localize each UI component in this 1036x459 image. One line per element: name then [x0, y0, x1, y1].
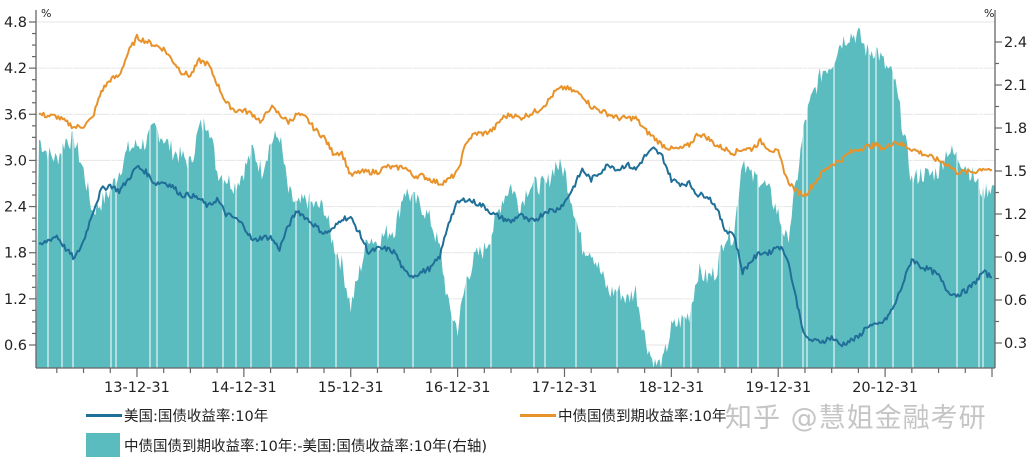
- left-axis-tick-label: 4.8: [4, 15, 27, 31]
- legend-label-us: 美国:国债收益率:10年: [124, 409, 269, 425]
- left-axis-tick-label: 3.6: [4, 107, 27, 123]
- x-axis-tick-label: 19-12-31: [745, 380, 811, 395]
- watermark: 知乎 @慧姐金融考研: [725, 403, 987, 434]
- x-axis-tick-label: 14-12-31: [211, 380, 277, 395]
- right-axis-tick-label: 2.4: [1004, 35, 1027, 51]
- left-axis-tick-label: 3.0: [4, 153, 27, 169]
- right-axis-tick-label: 0.9: [1004, 250, 1027, 266]
- right-axis-tick-label: 0.6: [1004, 293, 1027, 309]
- right-axis-tick-label: 2.1: [1004, 78, 1027, 94]
- legend-line-swatch-cn: [520, 414, 556, 417]
- x-axis-tick-label: 20-12-31: [852, 380, 918, 395]
- right-axis-tick-label: 1.2: [1004, 207, 1027, 223]
- x-axis-tick-label: 18-12-31: [638, 380, 704, 395]
- spread-area-gaps: [47, 40, 984, 368]
- right-axis-tick-label: 1.8: [1004, 121, 1027, 137]
- spread-area-series: [36, 28, 995, 368]
- cn-10y-line-series: [38, 33, 993, 198]
- x-axis-tick-label: 15-12-31: [318, 380, 384, 395]
- axes: 4.8 4.2 3.6 3.0 2.4 1.8 1.2 0.6 2.4 2.1 1.8 1.5 1.2 0…: [4, 10, 1027, 395]
- legend-area-swatch-spread: [86, 433, 120, 457]
- right-axis-unit: %: [984, 7, 994, 20]
- legend-label-cn: 中债国债到期收益率:10年: [558, 409, 727, 425]
- left-axis-unit: %: [41, 7, 51, 20]
- left-axis-tick-label: 1.2: [4, 292, 27, 308]
- right-axis-tick-label: 1.5: [1004, 164, 1027, 180]
- right-axis-tick-label: 0.3: [1004, 336, 1027, 352]
- legend-item-cn-10y: 中债国债到期收益率:10年: [520, 405, 726, 426]
- x-axis-tick-label: 16-12-31: [425, 380, 491, 395]
- legend-line-swatch-us: [86, 414, 122, 417]
- chart-canvas: 4.8 4.2 3.6 3.0 2.4 1.8 1.2 0.6 2.4 2.1 1.8 1.5 1.2 0…: [4, 7, 1027, 395]
- x-axis-tick-label: 13-12-31: [104, 380, 170, 395]
- x-axis-tick-label: 17-12-31: [532, 380, 598, 395]
- us-10y-line-series: [38, 146, 993, 348]
- left-axis-tick-label: 0.6: [4, 338, 27, 354]
- legend-label-spread: 中债国债到期收益率:10年:-美国:国债收益率:10年(右轴): [124, 438, 487, 455]
- legend-item-us-10y: 美国:国债收益率:10年: [86, 405, 268, 426]
- legend-item-spread: 中债国债到期收益率:10年:-美国:国债收益率:10年(右轴): [86, 433, 487, 457]
- left-axis-tick-label: 4.2: [4, 61, 27, 77]
- left-axis-tick-label: 1.8: [4, 246, 27, 262]
- left-axis-tick-label: 2.4: [4, 200, 27, 216]
